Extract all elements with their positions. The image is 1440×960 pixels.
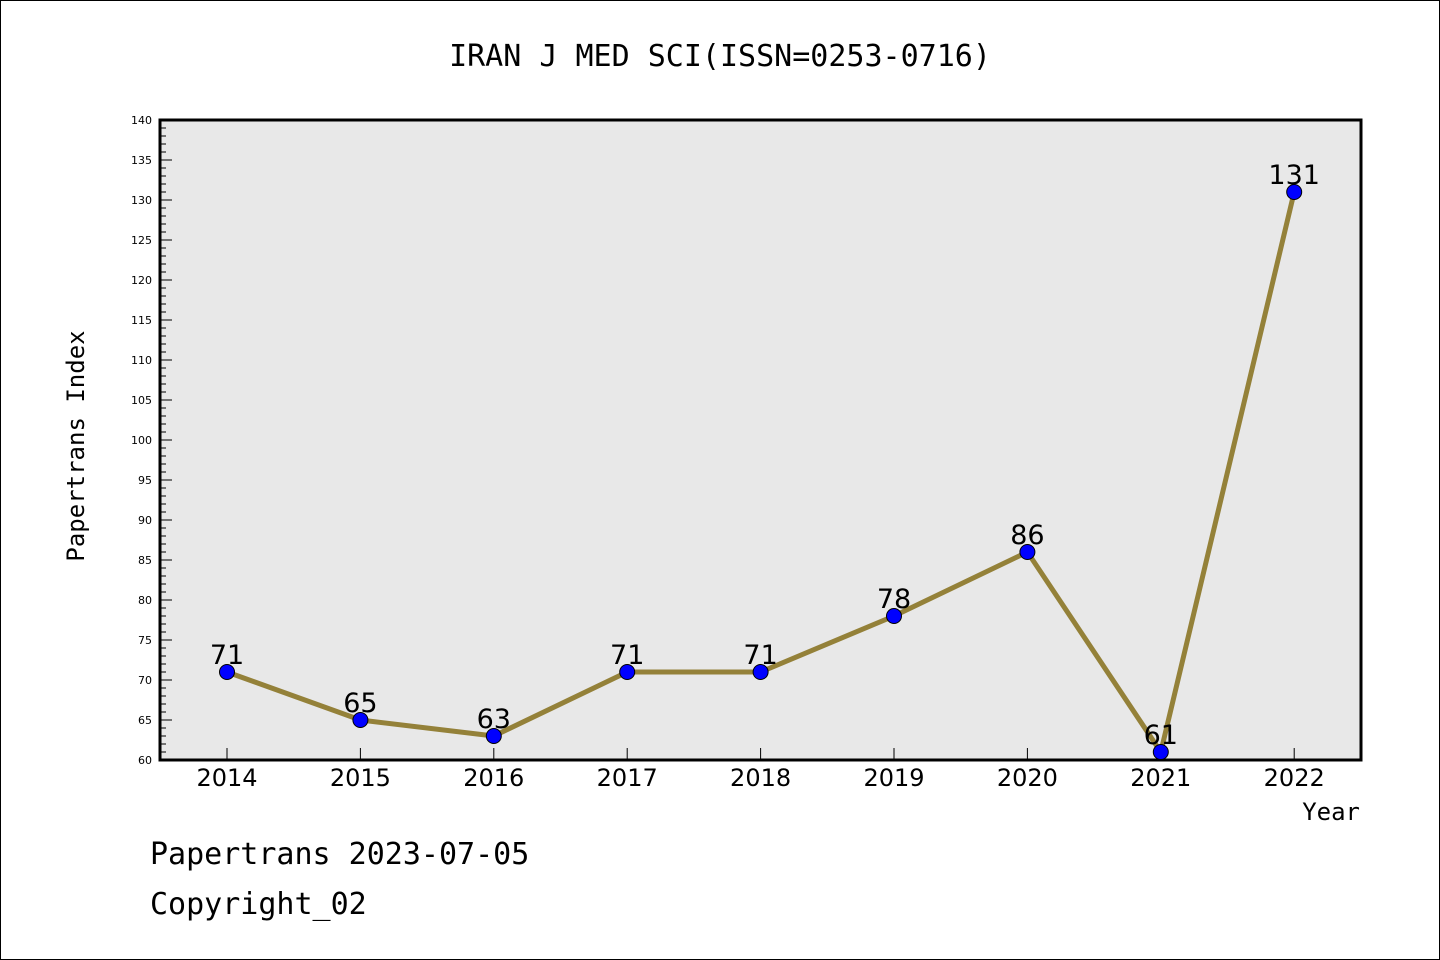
- data-label: 71: [610, 640, 644, 671]
- data-label: 71: [743, 640, 777, 671]
- y-tick-label: 105: [131, 394, 152, 407]
- y-tick-label: 100: [131, 434, 152, 447]
- y-axis-label: Papertrans Index: [62, 330, 90, 561]
- data-points: [219, 184, 1303, 760]
- y-tick-label: 120: [131, 274, 152, 287]
- y-tick-label: 60: [138, 754, 152, 767]
- x-tick-label: 2017: [597, 764, 658, 792]
- data-point: [886, 608, 902, 624]
- x-axis-label: Year: [1302, 798, 1360, 826]
- y-tick-label: 95: [138, 474, 152, 487]
- data-label: 78: [877, 584, 911, 615]
- x-tick-label: 2021: [1130, 764, 1191, 792]
- y-tick-label: 135: [131, 154, 152, 167]
- y-tick-label: 70: [138, 674, 152, 687]
- y-tick-label: 130: [131, 194, 152, 207]
- footer-date: Papertrans 2023-07-05: [150, 837, 529, 872]
- y-tick-label: 115: [131, 314, 152, 327]
- data-label: 86: [1010, 520, 1044, 551]
- y-axis: 60 65 70 75 80 85 90 95 100 105 110 115 120 125 130 135…: [131, 114, 172, 767]
- data-point: [352, 712, 369, 728]
- x-tick-label: 2019: [863, 764, 924, 792]
- x-tick-label: 2016: [463, 764, 524, 792]
- x-tick-label: 2015: [330, 764, 391, 792]
- y-tick-label: 140: [131, 114, 152, 127]
- x-tick-label: 2014: [196, 764, 257, 792]
- plot-area: [158, 118, 1363, 762]
- y-tick-label: 90: [138, 514, 152, 527]
- x-tick-label: 2018: [730, 764, 791, 792]
- data-point: [1286, 184, 1303, 200]
- data-labels: 71 65 63 71 71 78 86 61 131: [210, 160, 1320, 751]
- y-tick-label: 75: [138, 634, 152, 647]
- x-tick-label: 2020: [997, 764, 1058, 792]
- data-point: [1019, 544, 1036, 560]
- x-tick-label: 2022: [1264, 764, 1325, 792]
- data-label: 131: [1268, 160, 1320, 191]
- data-point: [1152, 744, 1169, 760]
- data-point: [485, 728, 502, 744]
- data-label: 65: [343, 688, 377, 719]
- y-tick-label: 85: [138, 554, 152, 567]
- data-point: [752, 664, 769, 680]
- data-point: [219, 664, 235, 680]
- y-tick-label: 65: [138, 714, 152, 727]
- data-point: [619, 664, 636, 680]
- data-label: 61: [1144, 720, 1178, 751]
- y-tick-label: 110: [131, 354, 152, 367]
- y-tick-label: 125: [131, 234, 152, 247]
- footer-copyright: Copyright_02: [150, 887, 367, 922]
- data-label: 71: [210, 640, 244, 671]
- chart-title: IRAN J MED SCI(ISSN=0253-0716): [449, 39, 991, 74]
- data-label: 63: [477, 704, 511, 735]
- x-axis: 2014 2015 2016 2017 2018 2019 2020 2021 2022: [196, 748, 1325, 792]
- y-tick-label: 80: [138, 594, 152, 607]
